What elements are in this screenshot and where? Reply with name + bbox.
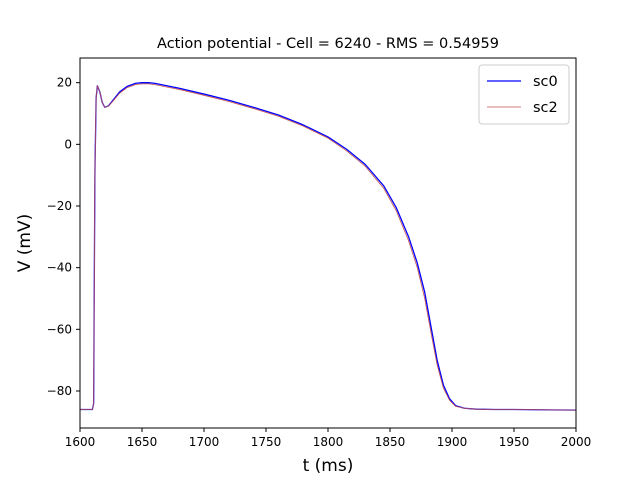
- x-tick-label: 1700: [189, 435, 220, 449]
- legend-label-sc0: sc0: [533, 74, 558, 90]
- x-tick-label: 2000: [561, 435, 592, 449]
- y-tick-label: 20: [57, 76, 72, 90]
- legend: sc0 sc2: [478, 64, 570, 125]
- series-lines: [80, 82, 577, 411]
- y-axis-ticks: −80 −60 −40 −20 0 20: [47, 76, 80, 398]
- chart-title: Action potential - Cell = 6240 - RMS = 0…: [157, 36, 499, 52]
- series-line-sc2: [80, 83, 577, 411]
- y-tick-label: −40: [47, 261, 72, 275]
- y-axis-label: V (mV): [15, 214, 35, 273]
- x-tick-label: 1800: [313, 435, 344, 449]
- legend-label-sc2: sc2: [533, 100, 558, 116]
- y-tick-label: −20: [47, 199, 72, 213]
- x-tick-label: 1750: [251, 435, 282, 449]
- x-tick-label: 1900: [437, 435, 468, 449]
- x-axis-ticks: 1600 1650 1700 1750 1800 1850 1900 1950 2000: [65, 428, 592, 449]
- x-tick-label: 1850: [375, 435, 406, 449]
- y-tick-label: −60: [47, 322, 72, 336]
- x-axis-label: t (ms): [303, 456, 354, 476]
- plot-frame: [79, 57, 577, 429]
- legend-box: [478, 64, 570, 125]
- x-tick-label: 1950: [499, 435, 530, 449]
- x-tick-label: 1600: [65, 435, 96, 449]
- x-tick-label: 1650: [127, 435, 158, 449]
- y-tick-label: −80: [47, 384, 72, 398]
- y-tick-label: 0: [64, 137, 72, 151]
